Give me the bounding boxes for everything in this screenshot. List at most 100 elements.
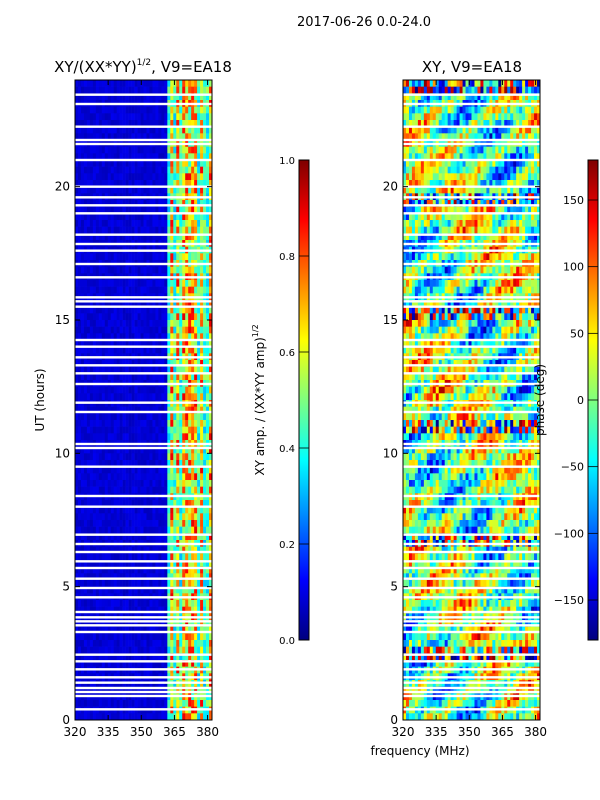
amp-heatmap-cell [128, 180, 132, 187]
amp-heatmap-cell [140, 653, 144, 661]
amp-heatmap-cell [128, 566, 132, 574]
amp-heatmap-cell [179, 426, 183, 434]
amp-heatmap-cell [173, 280, 177, 287]
amp-heatmap-cell [83, 373, 88, 381]
amp-heatmap-cell [98, 133, 103, 141]
amp-heatmap-cell [182, 513, 186, 521]
amp-heatmap-cell [83, 713, 88, 721]
amp-heatmap-cell [104, 453, 109, 461]
amp-flagged-row [75, 624, 212, 627]
amp-heatmap-cell [149, 300, 153, 307]
amp-heatmap-cell [89, 146, 94, 154]
amp-heatmap-cell [116, 320, 120, 327]
amp-heatmap-cell [131, 446, 135, 454]
amp-heatmap-cell [197, 173, 201, 181]
amp-heatmap-cell [152, 266, 156, 274]
phase-heatmap-cell [492, 86, 496, 94]
amp-heatmap-cell [173, 126, 177, 134]
amp-heatmap-cell [197, 120, 201, 127]
amp-heatmap-cell [182, 426, 186, 434]
amp-heatmap-cell [206, 480, 210, 487]
amp-heatmap-cell [101, 700, 106, 707]
amp-heatmap-cell [164, 86, 168, 94]
amp-heatmap-cell [200, 660, 204, 667]
amp-heatmap-cell [80, 86, 85, 94]
amp-heatmap-cell [137, 580, 141, 587]
amp-heatmap-cell [176, 566, 180, 574]
amp-heatmap-cell [161, 206, 165, 214]
amp-heatmap-cell [80, 346, 85, 354]
amp-heatmap-cell [170, 606, 174, 614]
amp-heatmap-cell [185, 213, 189, 221]
amp-heatmap-cell [110, 286, 115, 294]
amp-heatmap-cell [194, 220, 198, 227]
phase-heatmap-cell [486, 93, 490, 101]
amp-heatmap-cell [125, 413, 129, 421]
amp-heatmap-cell [83, 366, 88, 374]
amp-heatmap-cell [170, 106, 174, 114]
phase-heatmap-cell [498, 106, 502, 114]
amp-heatmap-cell [113, 660, 117, 667]
amp-heatmap-cell [143, 546, 147, 554]
amp-heatmap-cell [137, 406, 141, 414]
amp-heatmap-cell [167, 120, 171, 127]
amp-heatmap-cell [158, 526, 162, 534]
amp-heatmap-cell [167, 206, 171, 214]
amp-heatmap-cell [161, 220, 165, 227]
amp-heatmap-cell [128, 640, 132, 647]
amp-heatmap-cell [155, 86, 159, 94]
amp-heatmap-cell [75, 426, 79, 434]
amp-heatmap-cell [75, 346, 79, 354]
amp-heatmap-cell [128, 173, 132, 181]
amp-heatmap-cell [119, 313, 123, 321]
amp-heatmap-cell [206, 586, 210, 594]
amp-heatmap-cell [200, 286, 204, 294]
amp-heatmap-cell [191, 180, 195, 187]
amp-heatmap-cell [188, 553, 192, 561]
amp-heatmap-cell [161, 253, 165, 261]
amp-heatmap-cell [110, 633, 115, 641]
amp-heatmap-cell [80, 526, 85, 534]
phase-heatmap-cell [453, 80, 457, 87]
amp-heatmap-cell [86, 460, 91, 467]
amp-heatmap-cell [146, 133, 150, 141]
amp-heatmap-cell [89, 253, 94, 261]
amp-heatmap-cell [86, 433, 91, 441]
amp-heatmap-cell [161, 146, 165, 154]
amp-heatmap-cell [134, 300, 138, 307]
amp-heatmap-cell [185, 480, 189, 487]
amp-heatmap-cell [80, 333, 85, 341]
amp-heatmap-cell [107, 686, 112, 694]
amp-heatmap-cell [128, 320, 132, 327]
amp-heatmap-cell [83, 620, 88, 627]
amp-heatmap-cell [113, 213, 117, 221]
amp-heatmap-cell [140, 426, 144, 434]
amp-heatmap-cell [110, 146, 115, 154]
amp-heatmap-cell [179, 620, 183, 627]
amp-heatmap-cell [107, 640, 112, 647]
amp-heatmap-cell [128, 553, 132, 561]
amp-heatmap-cell [179, 580, 183, 587]
amp-heatmap-cell [152, 106, 156, 114]
amp-heatmap-cell [113, 180, 117, 187]
amp-heatmap-cell [101, 633, 106, 641]
amp-heatmap-cell [182, 600, 186, 607]
amp-heatmap-cell [146, 393, 150, 401]
amp-heatmap-cell [176, 546, 180, 554]
amp-heatmap-cell [176, 280, 180, 287]
amp-heatmap-cell [191, 146, 195, 154]
amp-heatmap-cell [95, 500, 100, 507]
amp-heatmap-cell [173, 413, 177, 421]
amp-heatmap-cell [75, 386, 79, 394]
amp-heatmap-cell [197, 393, 201, 401]
phase-heatmap-cell [417, 86, 422, 94]
amp-heatmap-cell [194, 546, 198, 554]
amp-heatmap-cell [191, 686, 195, 694]
amp-heatmap-cell [200, 226, 204, 234]
amp-heatmap-cell [131, 713, 135, 721]
amp-heatmap-cell [113, 133, 117, 141]
amp-heatmap-cell [83, 173, 88, 181]
amp-heatmap-cell [122, 713, 126, 721]
amp-heatmap-cell [179, 526, 183, 534]
